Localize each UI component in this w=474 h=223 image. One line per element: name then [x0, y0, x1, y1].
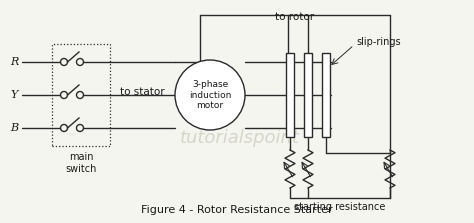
Text: slip-rings: slip-rings	[356, 37, 401, 47]
Circle shape	[175, 60, 245, 130]
Text: Y: Y	[10, 90, 18, 100]
FancyBboxPatch shape	[322, 53, 330, 137]
Text: R: R	[10, 57, 18, 67]
FancyBboxPatch shape	[304, 53, 312, 137]
Text: main
switch: main switch	[65, 152, 97, 173]
FancyBboxPatch shape	[286, 53, 294, 137]
Text: Figure 4 - Rotor Resistance Starter: Figure 4 - Rotor Resistance Starter	[141, 205, 333, 215]
Text: 3-phase
induction
motor: 3-phase induction motor	[189, 80, 231, 110]
Text: starting resistance: starting resistance	[294, 202, 386, 212]
Text: tutorialspoint: tutorialspoint	[180, 129, 300, 147]
Text: to stator: to stator	[120, 87, 165, 97]
Text: B: B	[10, 123, 18, 133]
Text: to rotor: to rotor	[275, 12, 315, 22]
